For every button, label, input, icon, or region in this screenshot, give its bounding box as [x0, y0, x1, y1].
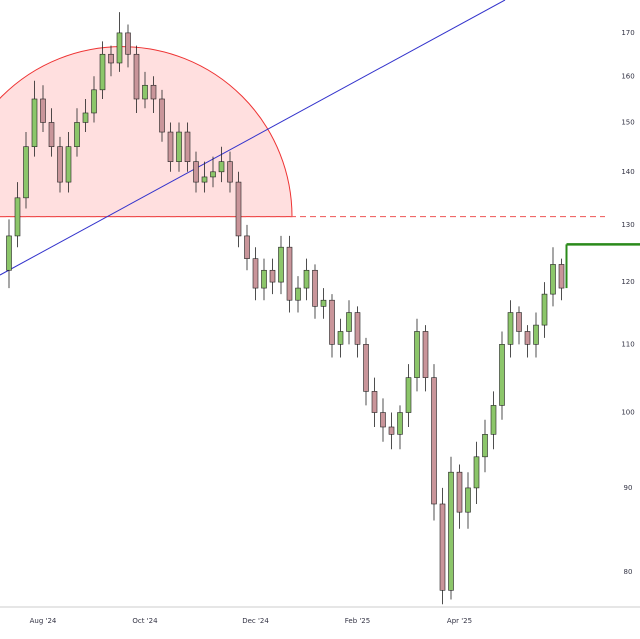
- candle-body: [40, 98, 46, 123]
- candle-body: [456, 471, 463, 513]
- candle-body: [210, 171, 216, 178]
- candle-body: [201, 176, 208, 183]
- candle-body: [108, 53, 114, 64]
- half-circle: [0, 46, 293, 218]
- candle-body: [57, 146, 63, 183]
- candle-body: [133, 53, 140, 100]
- candle-body: [99, 53, 106, 91]
- y-tick-label: 170: [621, 29, 634, 37]
- candle-body: [31, 98, 38, 148]
- x-tick-label: Apr '25: [447, 617, 472, 625]
- candle-body: [397, 412, 403, 435]
- candle-body: [558, 264, 565, 289]
- candle-body: [405, 377, 412, 413]
- candle-body: [524, 331, 531, 345]
- candle-body: [490, 405, 497, 435]
- candle-body: [337, 331, 344, 345]
- candle-body: [286, 246, 293, 301]
- y-tick-label: 160: [621, 72, 634, 80]
- y-tick-label: 80: [624, 568, 633, 576]
- y-tick-label: 130: [621, 221, 634, 229]
- candle-body: [48, 122, 55, 148]
- candle-body: [82, 112, 89, 123]
- candle-body: [541, 293, 548, 326]
- y-tick-label: 100: [621, 409, 634, 417]
- candle-body: [167, 131, 174, 162]
- candle-body: [6, 235, 12, 271]
- candle-body: [473, 456, 480, 489]
- candle-body: [507, 312, 514, 345]
- candle-body: [550, 264, 556, 295]
- candle-body: [244, 235, 250, 259]
- candle-body: [125, 32, 131, 55]
- x-tick-label: Feb '25: [345, 617, 370, 625]
- candle-body: [65, 146, 72, 183]
- candle-body: [320, 299, 327, 307]
- candle-body: [252, 258, 259, 289]
- candle-body: [346, 312, 352, 332]
- candle-body: [150, 84, 157, 100]
- candle-body: [227, 161, 233, 183]
- candle-body: [371, 391, 378, 413]
- candle-body: [329, 299, 335, 345]
- candle-body: [303, 269, 310, 289]
- y-tick-label: 110: [621, 340, 634, 348]
- candle-body: [533, 324, 539, 345]
- candle-body: [431, 377, 437, 505]
- candle-body: [23, 146, 29, 199]
- x-tick-label: Dec '24: [242, 617, 269, 625]
- candle-body: [422, 331, 429, 378]
- trend-line: [0, 0, 506, 276]
- candle-body: [354, 312, 361, 345]
- candle-body: [516, 312, 522, 332]
- candle-body: [439, 503, 446, 591]
- y-tick-label: 140: [621, 168, 634, 176]
- candle-body: [74, 122, 80, 148]
- candle-body: [176, 131, 182, 162]
- candle-body: [184, 131, 191, 162]
- y-tick-label: 150: [621, 118, 634, 126]
- candle-body: [269, 269, 276, 283]
- y-tick-label: 90: [624, 484, 633, 492]
- y-tick-label: 120: [621, 278, 634, 286]
- candle-body: [14, 197, 21, 237]
- candle-body: [235, 181, 242, 237]
- candle-body: [448, 471, 454, 591]
- candle-body: [388, 426, 395, 435]
- candle-body: [278, 246, 284, 283]
- candle-body: [363, 344, 369, 392]
- candle-body: [295, 287, 301, 301]
- candle-body: [218, 161, 225, 173]
- x-tick-label: Oct '24: [132, 617, 158, 625]
- candle-body: [465, 487, 471, 513]
- candle-body: [380, 412, 386, 428]
- candle-body: [116, 32, 123, 64]
- candle-body: [414, 331, 420, 378]
- candle-body: [482, 434, 488, 458]
- candle-body: [261, 269, 267, 289]
- candle-body: [312, 269, 318, 307]
- candle-body: [142, 84, 148, 100]
- x-tick-label: Aug '24: [30, 617, 57, 625]
- candle-body: [193, 161, 199, 183]
- candle-body: [499, 344, 505, 406]
- candle-body: [159, 98, 165, 133]
- candle-body: [91, 89, 97, 114]
